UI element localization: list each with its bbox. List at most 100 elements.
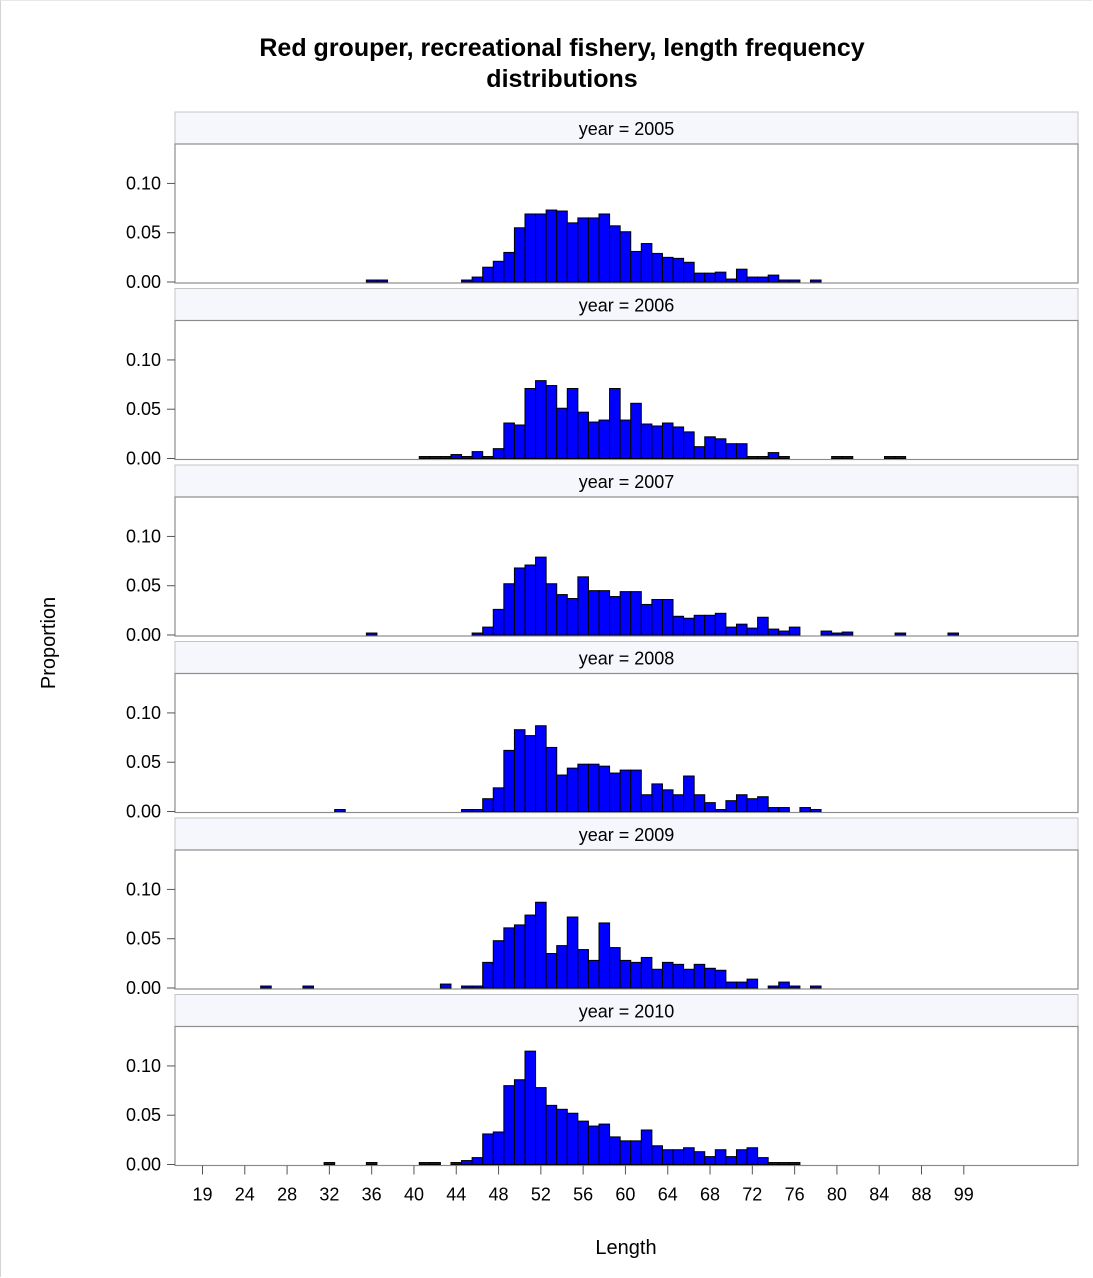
histogram-bar — [619, 231, 632, 283]
x-tick-label: 64 — [658, 1185, 678, 1205]
y-tick-label: 0.00 — [126, 272, 161, 292]
histogram-bar — [778, 1162, 790, 1165]
histogram-bar — [577, 949, 589, 989]
histogram-bar — [535, 901, 547, 989]
histogram-bar — [429, 456, 441, 459]
histogram-bar — [725, 626, 737, 636]
histogram-bar — [788, 279, 801, 283]
histogram-bar — [524, 1050, 537, 1165]
histogram-bar — [704, 614, 716, 636]
histogram-bar — [334, 809, 346, 812]
histogram-bar — [809, 279, 822, 283]
histogram-bar — [461, 1160, 473, 1165]
chart-title-line-2: distributions — [486, 65, 637, 93]
histogram-bar — [704, 436, 716, 460]
panel-1: year = 2006 0.00 0.05 0.10 — [126, 288, 1079, 469]
histogram-bar — [778, 630, 790, 636]
histogram-bar — [577, 217, 589, 283]
histogram-bar — [566, 388, 579, 459]
histogram-bar — [704, 802, 716, 813]
x-tick-label: 40 — [404, 1185, 424, 1205]
histogram-bar — [609, 225, 621, 283]
histogram-bar — [503, 251, 515, 283]
histogram-bar — [461, 279, 473, 283]
y-tick-label: 0.00 — [126, 625, 161, 645]
histogram-bar — [260, 985, 272, 989]
histogram-bar — [598, 213, 611, 283]
panel-strip — [174, 817, 1079, 851]
y-tick-label: 0.05 — [126, 929, 161, 949]
histogram-bar — [609, 388, 621, 459]
histogram-bar — [714, 271, 727, 283]
x-tick-label: 72 — [742, 1185, 762, 1205]
histogram-bar — [482, 798, 494, 813]
histogram-bar — [577, 1120, 589, 1165]
histogram-bar — [683, 431, 695, 459]
histogram-bar — [714, 809, 727, 812]
histogram-bar — [746, 276, 759, 283]
histogram-bar — [693, 1151, 706, 1165]
histogram-bar — [471, 276, 484, 283]
histogram-bar — [587, 590, 600, 636]
y-tick-label: 0.00 — [126, 802, 161, 822]
histogram-bar — [503, 1085, 515, 1165]
histogram-bar — [640, 1129, 653, 1165]
histogram-bar — [598, 765, 611, 813]
histogram-bar — [683, 968, 695, 989]
y-tick-label: 0.10 — [126, 173, 161, 193]
histogram-bar — [661, 1149, 674, 1165]
y-tick-label: 0.10 — [126, 879, 161, 899]
histogram-bar — [725, 443, 737, 460]
histogram-bar — [704, 1156, 716, 1165]
histogram-bar — [651, 599, 663, 636]
y-tick-label: 0.05 — [126, 223, 161, 243]
histogram-bar — [503, 927, 515, 989]
panel-3: year = 2008 0.00 0.05 0.10 — [126, 641, 1079, 822]
histogram-bar — [471, 1157, 484, 1165]
histogram-bar — [831, 632, 843, 636]
histogram-bar — [778, 807, 790, 812]
histogram-bar — [365, 632, 378, 636]
histogram-bar — [672, 794, 685, 813]
histogram-bar — [513, 1079, 526, 1165]
panel-strip — [174, 994, 1079, 1027]
histogram-bar — [524, 914, 537, 989]
histogram-bar — [577, 576, 589, 636]
x-tick-label: 48 — [489, 1185, 509, 1205]
histogram-bar — [609, 1136, 621, 1166]
histogram-bar — [619, 419, 632, 459]
histogram-bar — [630, 1140, 642, 1166]
histogram-bar — [566, 916, 579, 989]
histogram-bar — [482, 456, 494, 459]
y-tick-label: 0.05 — [126, 752, 161, 772]
histogram-bar — [429, 1162, 441, 1165]
panel-strip-label: year = 2008 — [579, 649, 675, 669]
histogram-bar — [524, 564, 537, 636]
histogram-bar — [725, 800, 737, 813]
panel-4: year = 2009 0.00 0.05 0.10 — [126, 817, 1079, 998]
histogram-bar — [587, 959, 600, 989]
histogram-bar — [788, 1162, 801, 1165]
histogram-bar — [492, 940, 505, 989]
histogram-bar — [418, 456, 431, 459]
histogram-bar — [767, 274, 780, 283]
histogram-bar — [778, 456, 790, 459]
panel-strip-label: year = 2007 — [579, 472, 675, 492]
histogram-bar — [545, 953, 558, 989]
histogram-bar — [545, 746, 558, 813]
histogram-bar — [535, 725, 547, 812]
histogram-bar — [492, 260, 505, 283]
histogram-bar — [735, 443, 748, 460]
histogram-bar — [609, 772, 621, 812]
histogram-bar — [672, 963, 685, 989]
x-tick-label: 76 — [785, 1185, 805, 1205]
histogram-bar — [947, 632, 960, 636]
histogram-bar — [704, 967, 716, 989]
histogram-bar — [503, 583, 515, 636]
histogram-bar — [809, 809, 822, 812]
histogram-bar — [524, 213, 537, 283]
x-tick-label: 52 — [531, 1185, 551, 1205]
histogram-bar — [640, 956, 653, 989]
histogram-bar — [461, 456, 473, 459]
histogram-bar — [513, 924, 526, 989]
